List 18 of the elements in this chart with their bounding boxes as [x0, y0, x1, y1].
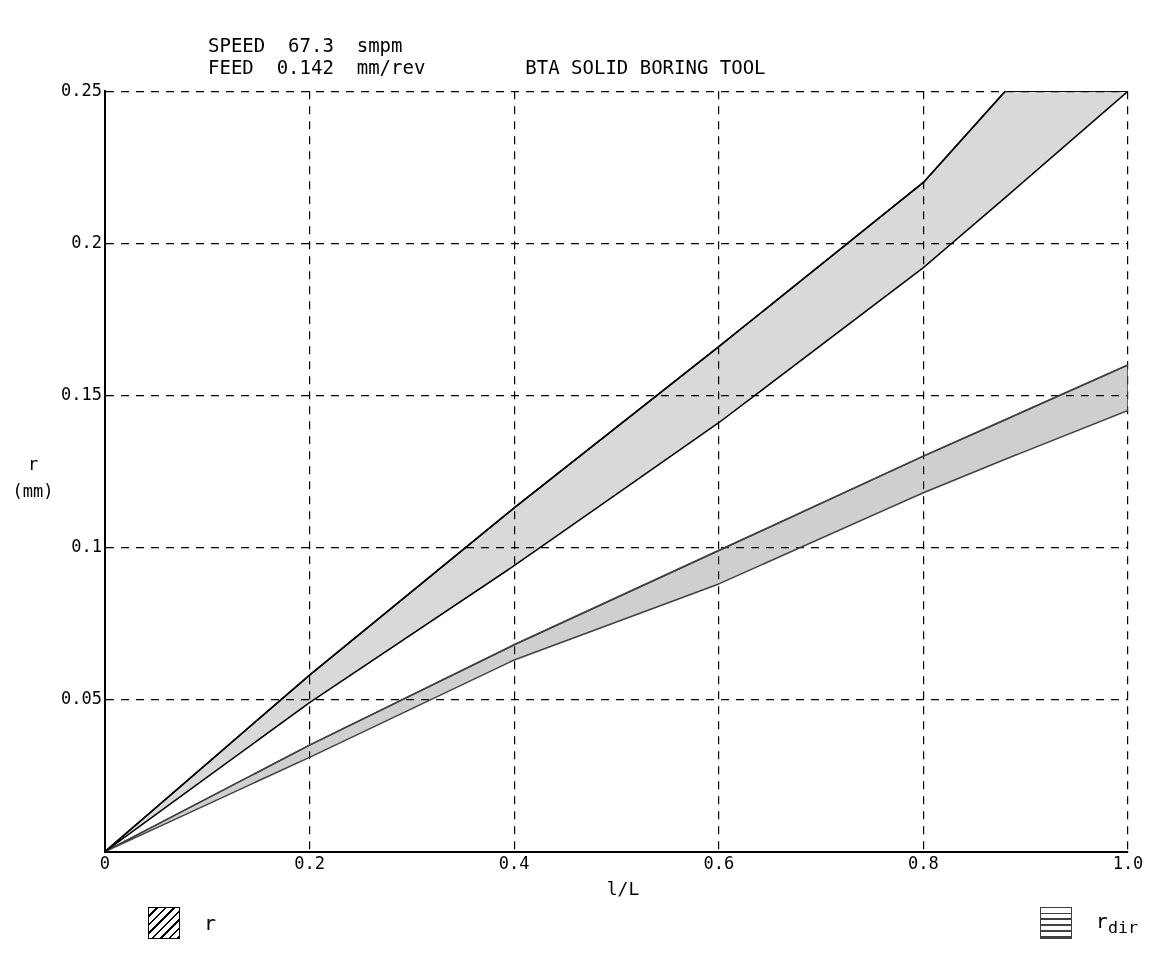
y-axis-title: r (mm) [11, 452, 55, 503]
x-tick-label: 0.4 [498, 853, 530, 874]
y-tick-label: 0.05 [60, 687, 102, 708]
legend-label: r [204, 911, 217, 935]
y-tick-label: 0.1 [71, 535, 102, 556]
text: FEED 0.142 mm/rev [208, 56, 426, 78]
y-tick-label: 0.15 [60, 383, 102, 404]
y-tick-label: 0.25 [60, 79, 102, 100]
x-tick-label: 0.2 [294, 853, 325, 874]
x-tick-label: 0 [99, 853, 111, 874]
x-axis-title: l/L [605, 878, 641, 899]
x-tick-label: 0.6 [703, 853, 735, 874]
text: SPEED 67.3 smpm [208, 34, 404, 56]
legend-label: r$_{dir}$ [1095, 909, 1138, 937]
x-tick-label: 1.0 [1112, 853, 1144, 874]
chart-title: BTA SOLID BORING TOOL [525, 56, 766, 78]
y-tick-label: 0.2 [71, 231, 102, 252]
x-tick-label: 0.8 [908, 853, 939, 874]
